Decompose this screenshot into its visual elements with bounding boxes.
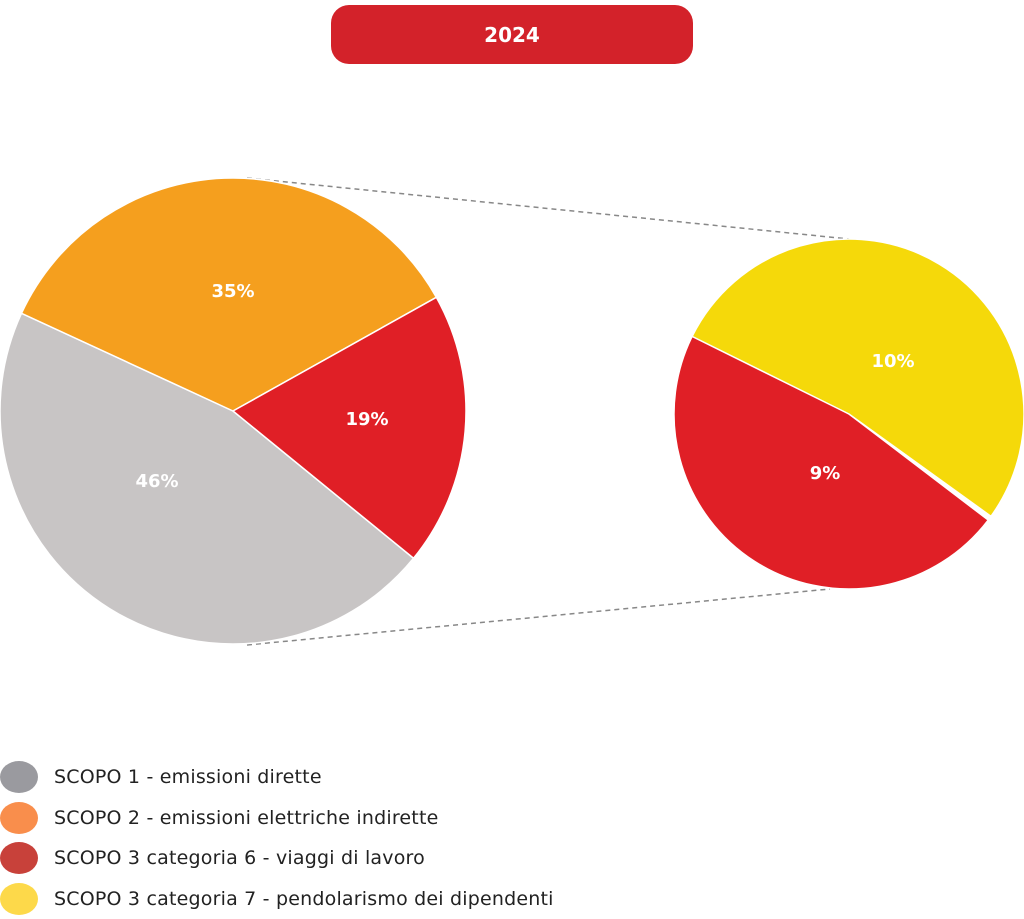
legend-label: SCOPO 3 categoria 6 - viaggi di lavoro [54, 847, 425, 870]
legend-swatch [0, 801, 38, 834]
legend-label: SCOPO 1 - emissioni dirette [54, 766, 322, 789]
main-pie-data-label-1: 35% [211, 281, 254, 302]
legend-item-scopo3-cat6: SCOPO 3 categoria 6 - viaggi di lavoro [0, 838, 554, 879]
main-pie-data-label-0: 46% [135, 471, 178, 492]
main-pie-slice-2 [231, 296, 467, 560]
secondary-pie-slice-1 [691, 238, 1024, 518]
main-pie-slice-0 [0, 312, 415, 645]
pie-of-pie-chart: 46% 35% 19% 9% 10% [0, 177, 1024, 646]
legend-label: SCOPO 3 categoria 7 - pendolarismo dei d… [54, 887, 554, 910]
legend-swatch [0, 882, 38, 915]
legend-label: SCOPO 2 - emissioni elettriche indirette [54, 806, 439, 829]
secondary-pie-slice-0 [673, 331, 990, 590]
connector-line-top [246, 177, 850, 240]
legend: SCOPO 1 - emissioni dirette SCOPO 2 - em… [0, 757, 554, 919]
legend-item-scopo1: SCOPO 1 - emissioni dirette [0, 757, 554, 798]
secondary-pie-data-label-0: 9% [810, 463, 841, 484]
main-pie-data-label-2: 19% [345, 409, 388, 430]
legend-item-scopo2: SCOPO 2 - emissioni elettriche indirette [0, 798, 554, 839]
legend-item-scopo3-cat7: SCOPO 3 categoria 7 - pendolarismo dei d… [0, 879, 554, 919]
connector-line-bottom [246, 588, 831, 646]
legend-swatch [0, 761, 38, 794]
secondary-pie-data-label-1: 10% [871, 351, 914, 372]
legend-swatch [0, 842, 38, 875]
main-pie-slice-1 [20, 177, 438, 412]
year-title: 2024 [331, 5, 693, 64]
